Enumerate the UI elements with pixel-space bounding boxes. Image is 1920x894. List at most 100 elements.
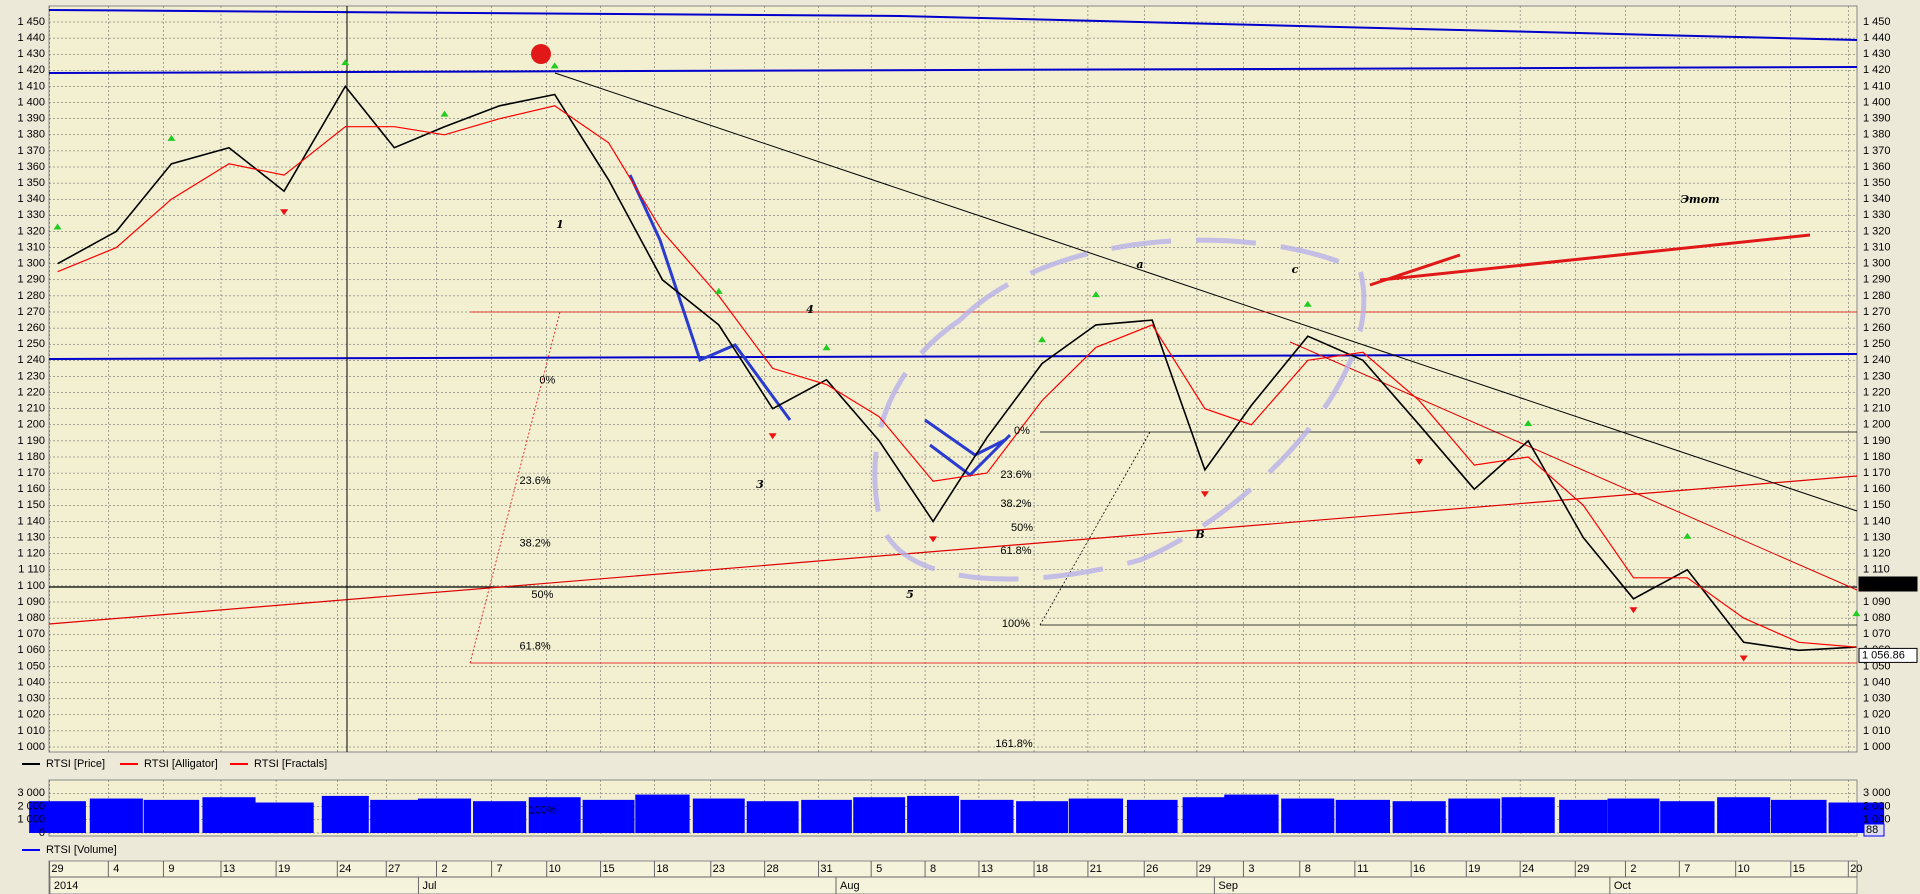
volume-bar: [1717, 797, 1771, 833]
y-tick-label: 1 430: [17, 48, 45, 60]
y-tick-label: 1 040: [1863, 676, 1891, 688]
annotation: 1: [556, 218, 564, 231]
fractal: [1303, 300, 1312, 307]
y-tick-label: 2 000: [17, 800, 45, 812]
x-tick-label: 29: [51, 863, 63, 875]
month-label: Sep: [1218, 880, 1238, 892]
fib-label: 0%: [539, 375, 555, 387]
x-tick-label: 2: [441, 863, 447, 875]
volume-bar: [1016, 801, 1068, 833]
x-tick-label: 13: [981, 863, 993, 875]
y-tick-label: 1 040: [17, 676, 45, 688]
y-tick-label: 1 070: [17, 628, 45, 640]
volume-bar: [1607, 798, 1660, 833]
y-tick-label: 1 430: [1863, 48, 1891, 60]
y-tick-label: 1 420: [17, 64, 45, 76]
volume-bar: [254, 802, 314, 833]
fib-label: 61.8%: [520, 640, 551, 652]
volume-bar: [960, 799, 1014, 833]
x-tick-label: 10: [1738, 863, 1750, 875]
y-tick-label: 1 410: [1863, 80, 1891, 92]
volume-bar: [853, 797, 906, 833]
y-tick-label: 1 220: [1863, 386, 1891, 398]
y-tick-label: 1 410: [17, 80, 45, 92]
volume-bar: [692, 798, 745, 833]
y-tick-label: 1 230: [1863, 370, 1891, 382]
y-tick-label: 1 310: [17, 241, 45, 253]
volume-bar: [143, 799, 200, 833]
y-tick-label: 1 100: [17, 580, 45, 592]
y-tick-label: 1 330: [17, 209, 45, 221]
y-tick-label: 1 260: [1863, 322, 1891, 334]
y-tick-label: 1 380: [17, 129, 45, 141]
y-tick-label: 1 300: [17, 258, 45, 270]
fib-label: 23.6%: [1000, 469, 1031, 481]
legend-label: RTSI [Alligator]: [144, 758, 218, 770]
volume-bar: [801, 799, 852, 833]
x-tick-label: 9: [168, 863, 174, 875]
annotation: a: [1136, 258, 1143, 271]
price-label: 1101.1695: [1862, 578, 1913, 590]
x-tick-label: 15: [602, 863, 614, 875]
x-tick-label: 13: [223, 863, 235, 875]
x-tick-label: 19: [1468, 863, 1480, 875]
price-pane: [48, 5, 1858, 753]
volume-bar: [321, 795, 369, 833]
y-tick-label: 1 050: [17, 660, 45, 672]
y-tick-label: 1 170: [17, 467, 45, 479]
y-tick-label: 1 060: [17, 644, 45, 656]
legend-label: RTSI [Volume]: [46, 844, 117, 856]
y-tick-label: 0: [39, 827, 45, 839]
y-tick-label: 1 150: [1863, 499, 1891, 511]
y-tick-label: 1 190: [1863, 435, 1891, 447]
month-label: Jul: [422, 880, 436, 892]
y-tick-label: 1 280: [17, 290, 45, 302]
y-tick-label: 1 250: [1863, 338, 1891, 350]
x-tick-label: 16: [1413, 863, 1425, 875]
y-tick-label: 1 110: [1863, 564, 1890, 576]
fractal: [1524, 420, 1533, 426]
y-tick-label: 1 150: [17, 499, 45, 511]
x-tick-label: 7: [497, 863, 503, 875]
volume-bar: [1126, 799, 1178, 833]
y-tick-label: 1 180: [17, 451, 45, 463]
y-tick-label: 1 140: [1863, 515, 1891, 527]
x-tick-label: 27: [388, 863, 400, 875]
x-tick-label: 23: [713, 863, 725, 875]
y-tick-label: 1 250: [17, 338, 45, 350]
volume-bar: [89, 798, 143, 833]
y-tick-label: 1 140: [17, 515, 45, 527]
y-tick-label: 1 080: [17, 612, 45, 624]
x-tick-label: 28: [767, 863, 779, 875]
fib-label: 161.8%: [995, 738, 1033, 750]
fractal: [929, 536, 938, 543]
y-tick-label: 1 190: [17, 435, 45, 447]
y-tick-label: 1 230: [17, 370, 45, 382]
y-tick-label: 1 400: [17, 96, 45, 108]
month-label: Oct: [1614, 880, 1631, 892]
scale-box: [1863, 823, 1885, 837]
y-tick-label: 1 320: [17, 225, 45, 237]
x-tick-label: 10: [549, 863, 561, 875]
annotation: 4: [806, 303, 814, 316]
fractal: [550, 62, 559, 69]
y-tick-label: 3 000: [17, 787, 45, 799]
y-tick-label: 1 130: [1863, 531, 1891, 543]
fractal: [167, 134, 176, 141]
x-tick-label: 19: [278, 863, 290, 875]
y-tick-label: 1 350: [1863, 177, 1891, 189]
y-tick-label: 1 070: [1863, 628, 1891, 640]
x-tick-label: 18: [1036, 863, 1048, 875]
y-tick-label: 1 450: [1863, 16, 1891, 28]
fractal: [280, 209, 289, 216]
fractal: [1629, 607, 1638, 614]
fractal: [768, 433, 777, 440]
volume-bar: [635, 794, 690, 833]
y-tick-label: 1 170: [1863, 467, 1891, 479]
annotation: 3: [756, 478, 764, 491]
x-tick-label: 26: [1146, 863, 1158, 875]
y-tick-label: 1 240: [1863, 354, 1891, 366]
legend-label: RTSI [Price]: [46, 758, 105, 770]
fib-label: 0%: [1014, 425, 1030, 437]
fractal: [1038, 336, 1047, 343]
